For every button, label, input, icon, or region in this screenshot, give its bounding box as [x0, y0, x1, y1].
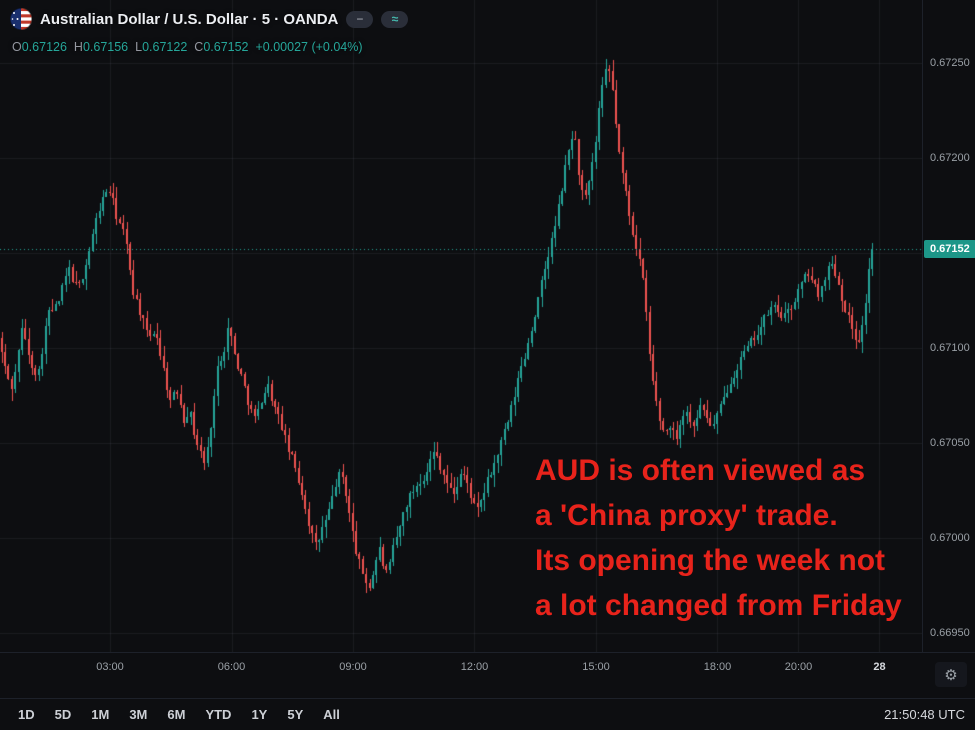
range-button-1d[interactable]: 1D	[10, 704, 43, 725]
time-axis-label: 06:00	[217, 661, 246, 673]
chart-settings-button[interactable]: ⚙	[935, 662, 967, 687]
range-button-6m[interactable]: 6M	[159, 704, 193, 725]
price-axis-label: 0.67000	[930, 531, 970, 544]
price-axis-label: 0.67250	[930, 56, 970, 69]
time-axis-label: 18:00	[703, 661, 732, 673]
open-value: 0.67126	[21, 40, 67, 54]
time-axis-label: 28	[873, 661, 886, 673]
minus-icon: −	[356, 12, 364, 26]
range-button-all[interactable]: All	[315, 704, 348, 725]
wave-icon: ≈	[391, 12, 399, 26]
annotation-line: a lot changed from Friday	[535, 589, 902, 622]
close-value: 0.67152	[203, 40, 249, 54]
price-axis-label: 0.67200	[930, 151, 970, 164]
price-axis-label: 0.66950	[930, 626, 970, 639]
utc-clock[interactable]: 21:50:48 UTC	[884, 707, 965, 722]
time-axis-label: 03:00	[96, 661, 124, 673]
time-axis-label: 20:00	[784, 661, 813, 673]
high-label: H	[73, 40, 83, 54]
low-value: 0.67122	[142, 40, 188, 54]
range-button-5y[interactable]: 5Y	[279, 704, 311, 725]
price-axis-label: 0.67050	[930, 436, 970, 449]
hide-series-button[interactable]: −	[346, 10, 374, 28]
time-axis[interactable]: 03:00 06:00 09:00 12:00 15:00 18:00 20:00 28	[0, 652, 975, 697]
range-button-3m[interactable]: 3M	[121, 704, 155, 725]
annotation-line: Its opening the week not	[535, 544, 886, 577]
low-label: L	[135, 40, 143, 54]
annotation-line: a 'China proxy' trade.	[535, 499, 838, 532]
time-axis-label: 09:00	[339, 661, 367, 673]
change-value: +0.00027 (+0.04%)	[255, 40, 363, 54]
range-button-1m[interactable]: 1M	[83, 704, 117, 725]
gear-icon: ⚙	[944, 666, 958, 684]
audusd-flag-icon	[10, 8, 32, 30]
wave-indicator-button[interactable]: ≈	[381, 10, 409, 28]
symbol-title[interactable]: Australian Dollar / U.S. Dollar · 5 · OA…	[40, 10, 339, 28]
bottom-toolbar: 1D 5D 1M 3M 6M YTD 1Y 5Y All 21:50:48 UTC	[0, 698, 975, 730]
price-axis-label: 0.67100	[930, 341, 970, 354]
chart-header: Australian Dollar / U.S. Dollar · 5 · OA…	[10, 8, 409, 30]
last-price-badge: 0.67152	[924, 240, 975, 258]
range-button-5d[interactable]: 5D	[47, 704, 80, 725]
open-label: O	[12, 40, 22, 54]
range-selector: 1D 5D 1M 3M 6M YTD 1Y 5Y All	[10, 704, 348, 725]
ohlc-readout: O 0.67126 H 0.67156 L 0.67122 C 0.67152 …	[12, 40, 363, 54]
price-axis[interactable]: 0.67152 0.672500.672000.671500.671000.67…	[922, 0, 975, 652]
range-button-ytd[interactable]: YTD	[197, 704, 239, 725]
close-label: C	[194, 40, 204, 54]
candlestick-chart[interactable]	[0, 0, 922, 652]
time-axis-label: 12:00	[460, 661, 489, 673]
time-axis-label: 15:00	[582, 661, 610, 673]
annotation-text: AUD is often viewed as a 'China proxy' t…	[535, 448, 902, 628]
annotation-line: AUD is often viewed as	[535, 454, 866, 487]
range-button-1y[interactable]: 1Y	[243, 704, 275, 725]
high-value: 0.67156	[82, 40, 129, 54]
